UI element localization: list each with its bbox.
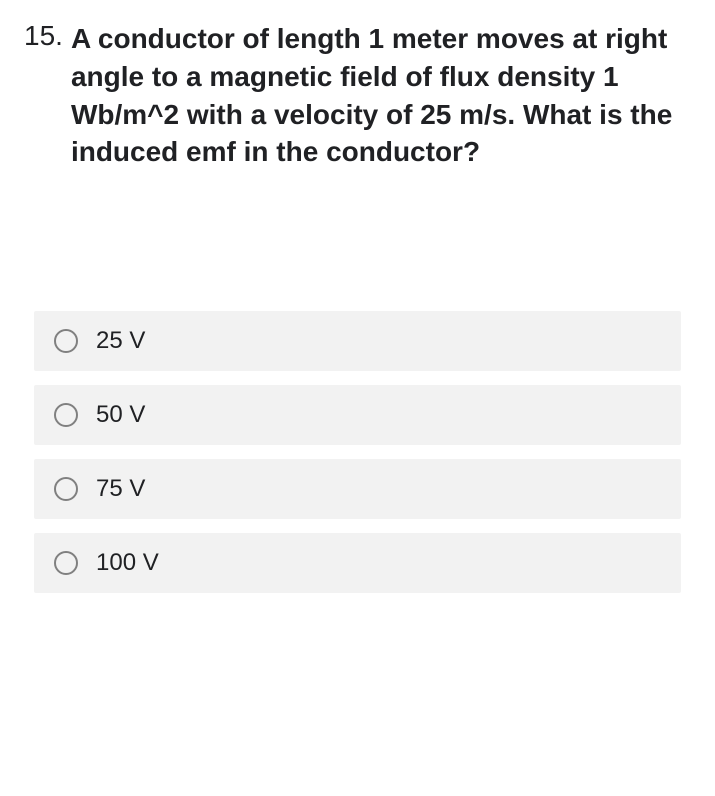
option-row-0[interactable]: 25 V <box>34 311 681 371</box>
question-text: A conductor of length 1 meter moves at r… <box>71 20 691 171</box>
radio-icon <box>54 477 78 501</box>
option-row-3[interactable]: 100 V <box>34 533 681 593</box>
option-label: 50 V <box>96 401 145 429</box>
options-container: 25 V 50 V 75 V 100 V <box>24 311 691 593</box>
question-number: 15. <box>24 20 63 52</box>
option-label: 25 V <box>96 327 145 355</box>
radio-icon <box>54 403 78 427</box>
radio-icon <box>54 551 78 575</box>
option-label: 75 V <box>96 475 145 503</box>
option-label: 100 V <box>96 549 159 577</box>
radio-icon <box>54 329 78 353</box>
question-block: 15. A conductor of length 1 meter moves … <box>24 20 691 171</box>
option-row-2[interactable]: 75 V <box>34 459 681 519</box>
option-row-1[interactable]: 50 V <box>34 385 681 445</box>
